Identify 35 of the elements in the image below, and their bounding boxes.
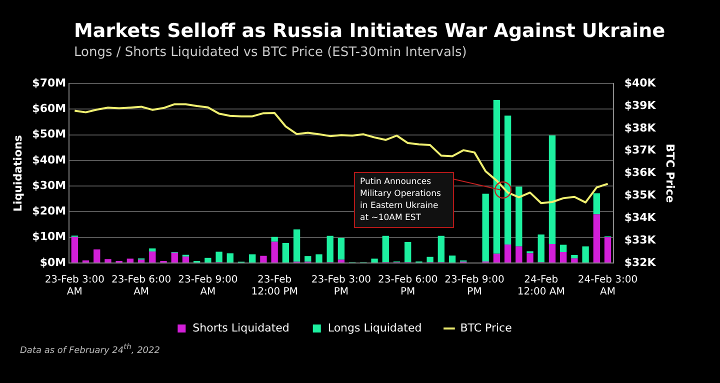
y2-axis-title: BTC Price: [664, 144, 677, 203]
annotation: Putin Announces Military Operations in Eastern Ukraine at ~10AM EST: [354, 172, 454, 228]
x-tick-label: 23-Feb 12:00 PM: [251, 274, 298, 298]
legend-label: Shorts Liquidated: [192, 321, 290, 334]
x-tick-label: 23-Feb 9:00 AM: [178, 274, 238, 298]
text: Data as of February 24$^{th}$, 2022: [20, 342, 160, 356]
x-tick-label: 23-Feb 6:00 AM: [111, 274, 172, 298]
y2-tick-label: $37K: [624, 144, 656, 157]
x-tick-label: 23-Feb 6:00 PM: [378, 274, 438, 298]
y-tick-label: $60M: [32, 102, 66, 116]
y-tick-label: $70M: [32, 76, 66, 90]
chart-title: Markets Selloff as Russia Initiates War Against Ukraine: [74, 20, 666, 42]
chart-subtitle: Longs / Shorts Liquidated vs BTC Price (EST-30min Intervals): [74, 45, 467, 60]
y2-tick-label: $33K: [624, 233, 656, 246]
y-tick-label: $0M: [40, 256, 66, 269]
x-tick-label: 23-Feb 9:00 PM: [444, 274, 504, 298]
x-tick-label: 23-Feb 3:00 AM: [44, 274, 105, 298]
y-tick-label: $30M: [32, 178, 66, 192]
x-tick-label: 24-Feb 12:00 AM: [517, 274, 565, 298]
y2-tick-label: $39K: [624, 98, 656, 112]
y2-tick-label: $38K: [624, 121, 656, 134]
y2-tick-label: $40K: [624, 76, 656, 90]
y-tick-label: $50M: [32, 128, 66, 141]
y2-tick-label: $34K: [624, 211, 656, 224]
x-tick-label: 24-Feb 3:00 AM: [578, 274, 638, 298]
legend-label: BTC Price: [460, 321, 512, 334]
y-axis-title: Liquidations: [11, 134, 24, 212]
y-tick-label: $40M: [32, 153, 66, 166]
y2-tick-label: $36K: [624, 166, 656, 180]
legend-label: Longs Liquidated: [328, 321, 422, 334]
y2-tick-label: $35K: [624, 188, 656, 202]
y2-tick-label: $32K: [624, 256, 656, 269]
y-tick-label: $10M: [32, 230, 66, 244]
y-tick-label: $20M: [32, 204, 66, 218]
x-tick-label: 23-Feb 3:00 PM: [311, 274, 372, 298]
